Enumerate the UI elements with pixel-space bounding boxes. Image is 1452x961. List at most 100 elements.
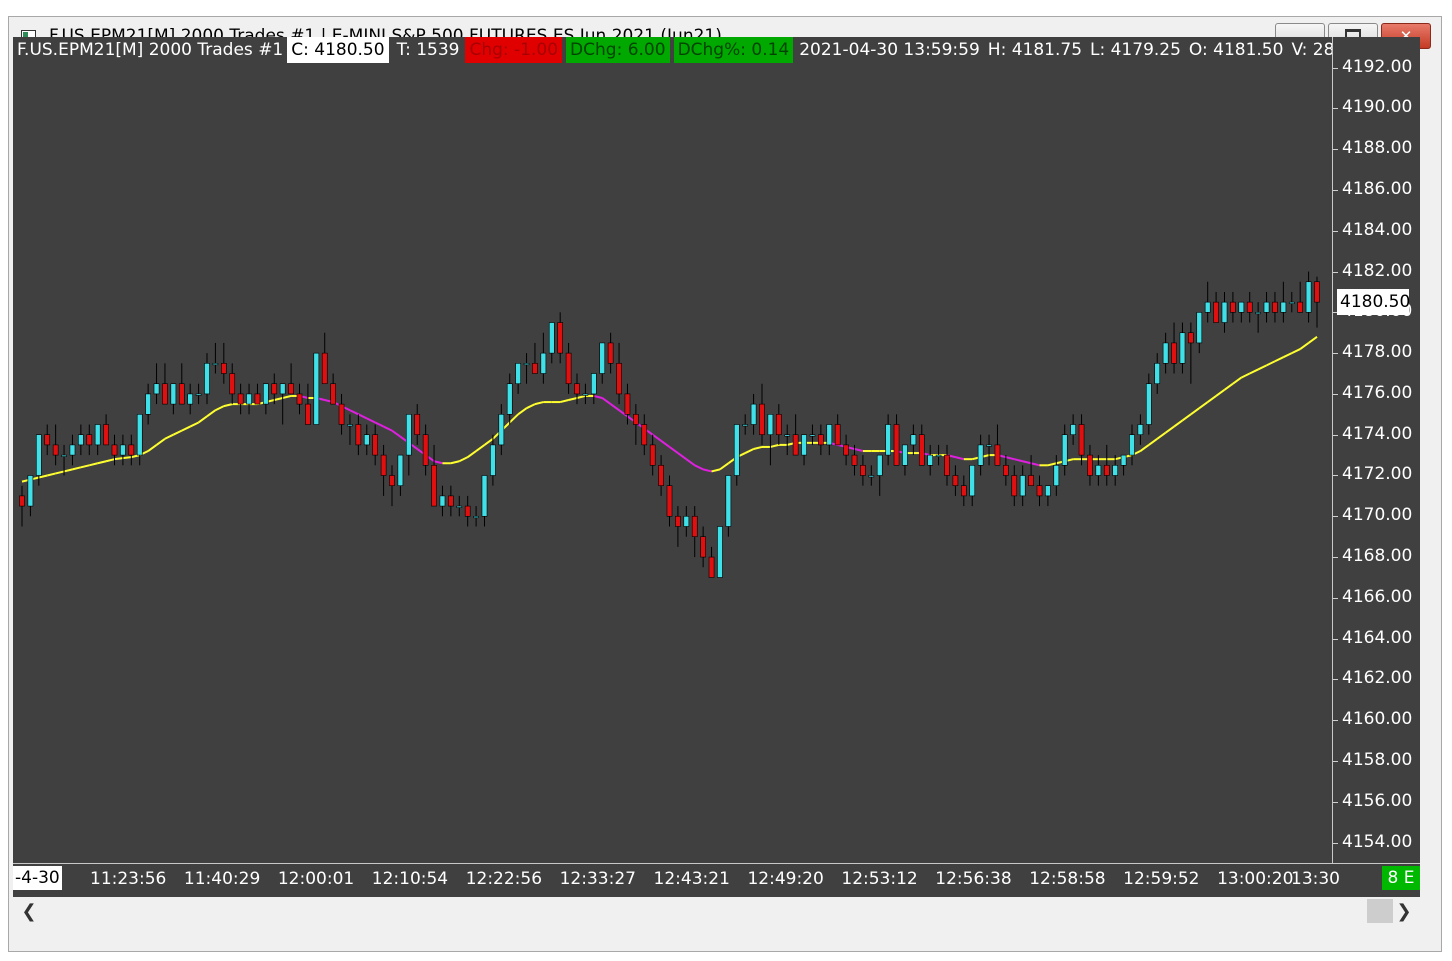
time-axis[interactable]: -4-30 8 E 11:23:56 11:40:29 12:00:01 12:10:… bbox=[13, 863, 1420, 891]
candle-body-up bbox=[1120, 454, 1127, 466]
candle-body-up bbox=[145, 393, 151, 415]
candle-body-up bbox=[1162, 342, 1169, 364]
candle bbox=[986, 434, 992, 466]
candle bbox=[784, 424, 791, 456]
candle-body-down bbox=[448, 495, 454, 507]
candle-body-down bbox=[431, 464, 437, 507]
moving-average-segment bbox=[1249, 368, 1259, 375]
header-dchg: DChg: 6.00 bbox=[566, 37, 670, 63]
candle bbox=[61, 444, 67, 476]
price-tick bbox=[1333, 597, 1338, 599]
candle bbox=[1112, 455, 1119, 486]
candle bbox=[111, 434, 118, 466]
moving-average-segment bbox=[147, 444, 158, 452]
scroll-thumb[interactable] bbox=[1367, 899, 1393, 923]
moving-average-segment bbox=[677, 452, 687, 460]
candle-body-down bbox=[321, 352, 328, 385]
candle bbox=[1129, 424, 1135, 466]
candle-body-up bbox=[927, 454, 934, 466]
chart-area[interactable]: F.US.EPM21[M] 2000 Trades #1 C: 4180.50 … bbox=[13, 37, 1420, 901]
candle-body-up bbox=[1263, 301, 1270, 313]
candle bbox=[1280, 281, 1287, 323]
candle-body-down bbox=[994, 444, 1001, 466]
time-label: 11:23:56 bbox=[90, 869, 167, 889]
candle bbox=[1095, 455, 1102, 486]
candle-body-up bbox=[725, 475, 732, 527]
candle bbox=[969, 464, 976, 507]
candle bbox=[1087, 444, 1093, 486]
moving-average-segment bbox=[770, 443, 780, 448]
moving-average-segment bbox=[55, 470, 65, 475]
candle-body-down bbox=[557, 322, 564, 354]
candle-body-up bbox=[1112, 464, 1119, 476]
candle bbox=[178, 363, 185, 405]
horizontal-scrollbar[interactable]: ❮ ❯ bbox=[13, 897, 1420, 925]
candle bbox=[775, 404, 782, 445]
moving-average-segment bbox=[1232, 376, 1242, 385]
moving-average-segment bbox=[63, 468, 73, 473]
candle-body-down bbox=[1028, 475, 1034, 486]
moving-average-segment bbox=[383, 425, 393, 432]
candle-body-down bbox=[775, 414, 782, 436]
candle-body-up bbox=[1095, 464, 1102, 476]
candle-body-up bbox=[969, 464, 976, 497]
moving-average-segment bbox=[1240, 372, 1251, 379]
candle-body-down bbox=[649, 444, 656, 466]
moving-average-segment bbox=[1215, 389, 1226, 397]
candle-body-down bbox=[1078, 424, 1085, 456]
candle-body-down bbox=[271, 383, 278, 395]
moving-average-segment bbox=[72, 466, 82, 471]
candle-body-down bbox=[641, 424, 648, 446]
scroll-right-button[interactable]: ❯ bbox=[1392, 897, 1416, 925]
candle-body-down bbox=[229, 373, 236, 395]
moving-average-segment bbox=[131, 454, 140, 459]
candle bbox=[52, 424, 59, 466]
candle bbox=[389, 465, 395, 507]
price-plot[interactable] bbox=[13, 37, 1332, 863]
moving-average-segment bbox=[164, 433, 174, 440]
candle bbox=[94, 424, 101, 456]
candle-body-down bbox=[355, 424, 362, 446]
candle-body-down bbox=[338, 403, 345, 425]
candle-body-down bbox=[658, 464, 664, 486]
candle-body-down bbox=[305, 403, 311, 425]
candle bbox=[1019, 465, 1026, 507]
candle bbox=[473, 506, 479, 527]
moving-average-segment bbox=[450, 460, 460, 465]
candle bbox=[195, 383, 202, 405]
price-axis[interactable]: 4192.00 4190.00 4188.00 4186.00 4184.00 4182.… bbox=[1333, 37, 1420, 863]
scroll-left-button[interactable]: ❮ bbox=[17, 897, 41, 925]
time-axis-badge[interactable]: 8 E bbox=[1382, 866, 1420, 890]
price-tick bbox=[1333, 679, 1338, 681]
candle bbox=[153, 363, 160, 405]
moving-average-segment bbox=[105, 458, 115, 463]
candle bbox=[759, 383, 765, 445]
candle-body-up bbox=[120, 444, 126, 456]
candle-body-down bbox=[616, 363, 622, 395]
candle bbox=[263, 383, 269, 415]
candle bbox=[330, 373, 336, 405]
candle-body-up bbox=[1154, 363, 1161, 385]
candle-body-down bbox=[389, 475, 395, 486]
candle-body-up bbox=[1305, 281, 1312, 313]
candle-body-down bbox=[944, 454, 950, 476]
candle-body-up bbox=[1061, 434, 1068, 466]
candle bbox=[1078, 414, 1085, 466]
candle bbox=[481, 475, 488, 527]
candle-body-up bbox=[784, 434, 791, 437]
candle bbox=[599, 342, 606, 384]
candle bbox=[851, 444, 858, 476]
header-open: O: 4181.50 bbox=[1188, 40, 1284, 60]
candle bbox=[1171, 322, 1177, 374]
candle-body-down bbox=[565, 352, 572, 385]
candle-body-up bbox=[868, 475, 875, 478]
moving-average-segment bbox=[601, 397, 612, 405]
moving-average-segment bbox=[568, 397, 578, 402]
candle bbox=[1036, 475, 1043, 507]
moving-average-segment bbox=[223, 403, 233, 408]
chevron-right-icon: ❯ bbox=[1396, 900, 1412, 922]
candle-body-down bbox=[178, 383, 185, 405]
moving-average-segment bbox=[181, 425, 191, 432]
moving-average-segment bbox=[206, 409, 216, 418]
time-label: 12:53:12 bbox=[841, 869, 918, 889]
